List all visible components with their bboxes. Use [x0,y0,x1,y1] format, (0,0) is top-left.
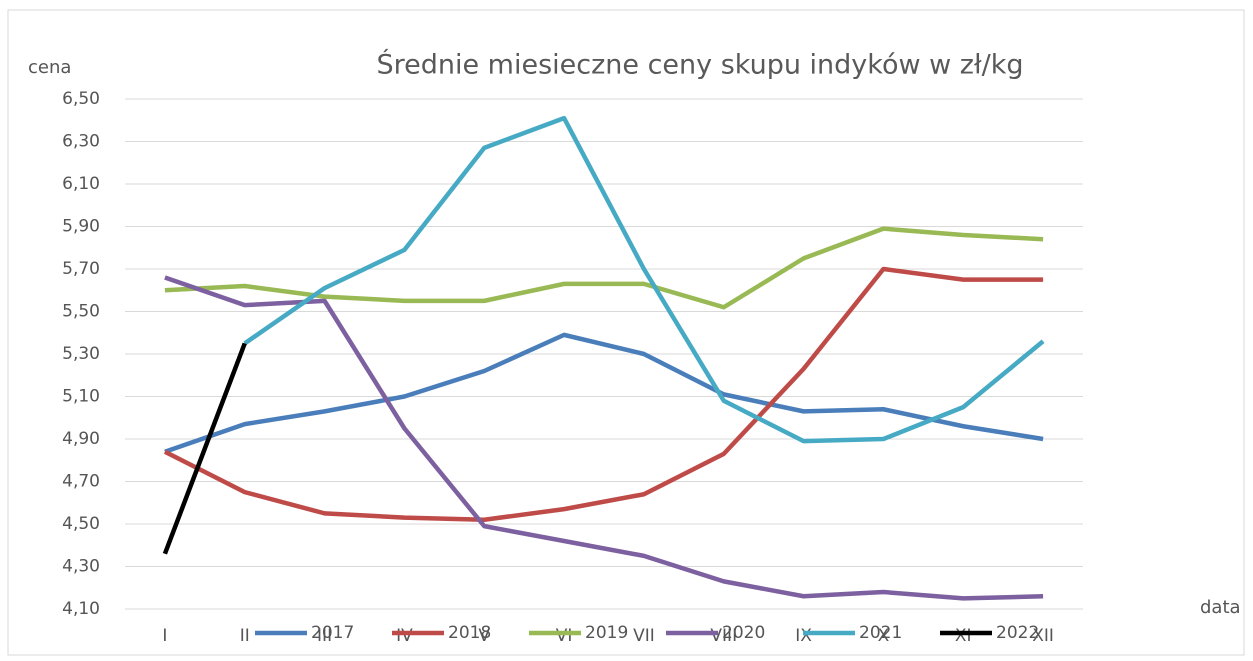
series-line [162,342,247,555]
x-tick-label: XII [1032,626,1054,646]
x-axis-label: data [1200,597,1241,618]
y-tick-label: 6,30 [62,132,100,152]
x-tick-label: V [478,626,490,646]
series-line [243,115,1045,444]
y-tick-label: 6,50 [62,89,100,109]
y-tick-label: 5,70 [62,259,100,279]
y-tick-label: 4,90 [62,429,100,449]
legend-label: 2019 [585,623,628,643]
x-tick-label: I [162,626,167,646]
legend-label: 2022 [996,623,1039,643]
legend-label: 2021 [859,623,902,643]
y-tick-label: 5,90 [62,217,100,237]
series-line [164,275,1044,601]
x-tick-label: IV [396,626,413,646]
y-tick-label: 5,30 [62,344,100,364]
y-tick-label: 5,10 [62,387,100,407]
x-tick-label: III [317,626,332,646]
y-tick-label: 6,10 [62,174,100,194]
x-tick-label: VII [633,626,655,646]
y-tick-label: 4,70 [62,472,100,492]
x-tick-label: IX [795,626,812,646]
chart-border [7,9,1245,656]
y-tick-label: 4,10 [62,599,100,619]
legend-label: 2018 [448,623,491,643]
y-tick-label: 4,50 [62,514,100,534]
series-line [163,266,1044,522]
y-axis-label: cena [28,57,71,78]
x-tick-label: X [878,626,890,646]
chart-title: Średnie miesieczne ceny skupu indyków w … [376,49,1023,81]
series-line [164,332,1044,454]
y-tick-label: 5,50 [62,302,100,322]
legend-label: 2020 [722,623,765,643]
x-tick-label: VI [556,626,573,646]
x-tick-label: XI [955,626,972,646]
y-tick-label: 4,30 [62,557,100,577]
x-tick-label: II [240,626,250,646]
legend-label: 2017 [311,623,354,643]
